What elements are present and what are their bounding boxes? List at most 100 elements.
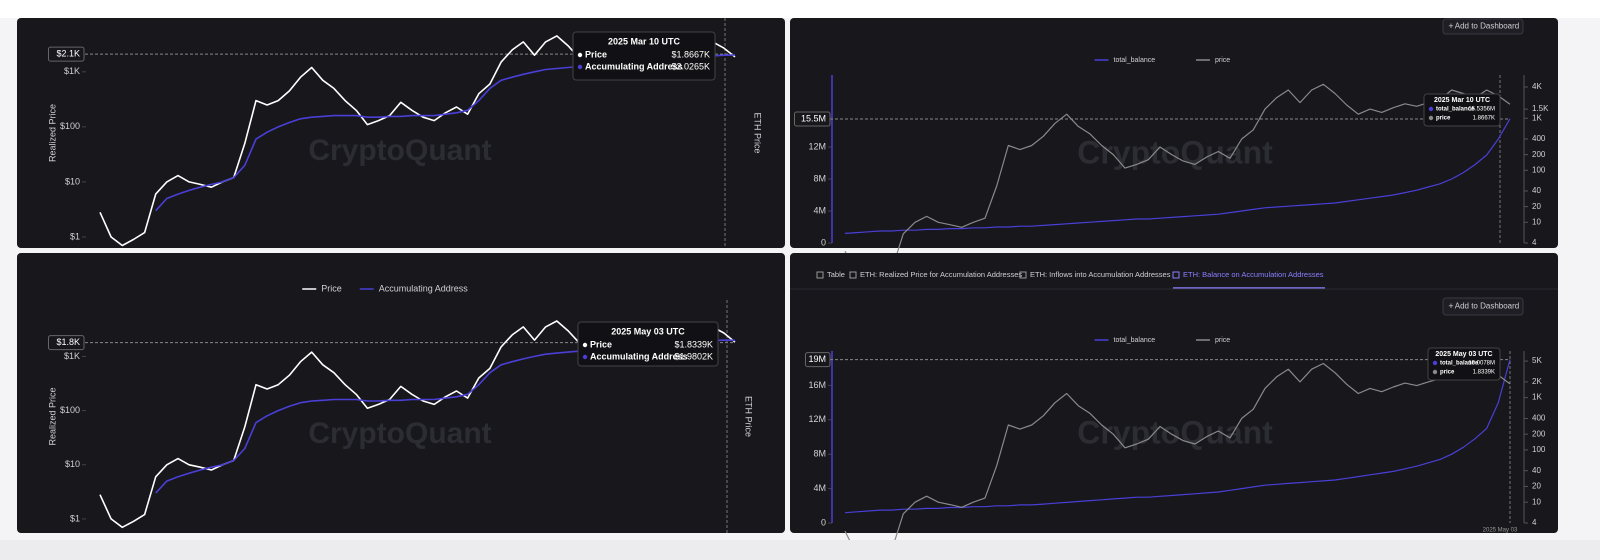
tab-icon	[1019, 271, 1027, 279]
y-tick-label: $1	[70, 513, 80, 523]
y-axis-label: Realized Price	[47, 387, 57, 445]
y2-tick-label: 20	[1532, 482, 1541, 491]
tooltip-value: $1.9802K	[674, 351, 713, 361]
add-dashboard-button[interactable]	[1442, 18, 1524, 35]
y-tick-label: 4M	[813, 483, 826, 493]
y2-tick-label: 10	[1532, 497, 1541, 506]
y-tick-label: $1K	[64, 351, 80, 361]
y-tick-label: 4M	[813, 205, 826, 215]
y2-axis-label: ETH Price	[753, 112, 763, 153]
bottom-strip	[0, 540, 1600, 560]
add-dashboard-label[interactable]: Add to Dashboard	[1455, 22, 1520, 31]
tooltip-value: 19.0078M	[1468, 361, 1495, 367]
tooltip-marker	[1428, 115, 1434, 121]
y2-tick-label: 100	[1532, 165, 1546, 174]
tooltip-title: 2025 Mar 10 UTC	[1434, 97, 1490, 104]
y2-tick-label: 20	[1532, 202, 1541, 211]
tab-icon	[1172, 271, 1180, 279]
chart-panel: CryptoQuant 0 4M 8M 12M 4 10 20 40 100 200 400 1K1.5…	[790, 18, 1558, 283]
crosshair-label: $2.1K	[56, 48, 80, 58]
tooltip-name: price	[1440, 370, 1455, 376]
tab[interactable]: ETH: Balance on Accumulation Addresses	[1183, 270, 1324, 279]
tooltip-marker	[577, 64, 583, 70]
y2-tick-label: 40	[1532, 186, 1541, 195]
y2-tick-label: 400	[1532, 134, 1546, 143]
tooltip-title: 2025 Mar 10 UTC	[608, 36, 681, 46]
series-line	[844, 362, 1511, 560]
watermark: CryptoQuant	[1077, 414, 1273, 450]
tab[interactable]: ETH: Realized Price for Accumulation Add…	[860, 270, 1022, 279]
legend-label: price	[1215, 337, 1230, 344]
tooltip-name: total_balance	[1440, 361, 1479, 367]
tooltip-box	[577, 321, 719, 367]
crosshair-label-box	[805, 352, 831, 368]
y2-tick-label: 2K	[1532, 377, 1542, 386]
add-dashboard-button[interactable]	[1442, 297, 1524, 316]
tab[interactable]: Table	[827, 270, 845, 279]
tooltip-box	[1423, 93, 1501, 127]
add-icon[interactable]: +	[1448, 301, 1453, 311]
legend-label: Accumulating Address	[379, 283, 469, 293]
tooltip-value: 15.5356M	[1468, 107, 1495, 113]
y2-tick-label: 1K	[1532, 113, 1542, 122]
tooltip-marker	[1428, 106, 1434, 112]
legend-label: price	[1215, 57, 1230, 64]
y-tick-label: $1K	[64, 66, 80, 76]
tooltip-marker	[1432, 369, 1438, 375]
tab[interactable]: ETH: Inflows into Accumulation Addresses	[1030, 270, 1171, 279]
y2-tick-label: 4	[1532, 518, 1537, 527]
tooltip-marker	[1432, 360, 1438, 366]
y-tick-label: 16M	[808, 380, 826, 390]
y-tick-label: 8M	[813, 449, 826, 459]
crosshair-label: $1.8K	[56, 337, 80, 347]
tooltip-value: 1.8339K	[1473, 370, 1495, 376]
top-bar	[0, 0, 1600, 18]
y2-tick-label: 400	[1532, 414, 1546, 423]
series-line	[844, 359, 1511, 514]
tooltip-value: $1.8339K	[674, 339, 713, 349]
y2-tick-label: 4K	[1532, 82, 1542, 91]
y2-tick-label: 200	[1532, 150, 1546, 159]
chart-panel: CryptoQuant 0 4M 8M 12M 16M 4 10 20 40 100 200 400 1K…	[790, 253, 1558, 560]
tooltip-marker	[577, 52, 583, 58]
watermark: CryptoQuant	[308, 417, 491, 450]
tooltip-marker	[582, 354, 588, 360]
series-line	[844, 83, 1511, 283]
tooltip-name: Accumulating Address	[585, 61, 683, 71]
y-tick-label: $1	[70, 231, 80, 241]
y2-tick-label: 1.5K	[1532, 104, 1549, 113]
y-tick-label: $100	[60, 405, 80, 415]
legend-label: total_balance	[1114, 57, 1156, 64]
y2-tick-label: 100	[1532, 445, 1546, 454]
watermark: CryptoQuant	[308, 134, 491, 167]
x-end-label: 2025 May 03	[1483, 528, 1518, 534]
crosshair-label-box	[48, 46, 85, 62]
tooltip-value: 1.8667K	[1473, 116, 1495, 122]
crosshair-label-box	[48, 335, 85, 351]
crosshair-label: 15.5M	[801, 113, 826, 123]
tooltip-marker	[582, 342, 588, 348]
tooltip-name: total_balance	[1436, 107, 1475, 113]
y-tick-label: 8M	[813, 173, 826, 183]
watermark: CryptoQuant	[1077, 134, 1273, 170]
tooltip-value: $2.0265K	[671, 61, 710, 71]
y2-tick-label: 10	[1532, 217, 1541, 226]
y2-tick-label: 5K	[1532, 356, 1542, 365]
tooltip-title: 2025 May 03 UTC	[1435, 351, 1492, 358]
add-dashboard-label[interactable]: Add to Dashboard	[1455, 302, 1520, 311]
tooltip-title: 2025 May 03 UTC	[611, 326, 685, 336]
tooltip-name: Price	[585, 49, 607, 59]
y-tick-label: $100	[60, 121, 80, 131]
chart-panel: CryptoQuant $1 $10 $100 $1K Realized Price ETH…	[17, 18, 785, 248]
legend-label: Price	[321, 283, 342, 293]
panel-background	[790, 18, 1558, 248]
crosshair-label: 19M	[808, 354, 826, 364]
series-line	[844, 118, 1511, 234]
y2-tick-label: 1K	[1532, 393, 1542, 402]
y2-tick-label: 40	[1532, 466, 1541, 475]
y-tick-label: 0	[821, 517, 826, 527]
add-icon[interactable]: +	[1448, 21, 1453, 31]
panel-background	[790, 253, 1558, 533]
y2-tick-label: 4	[1532, 238, 1537, 247]
